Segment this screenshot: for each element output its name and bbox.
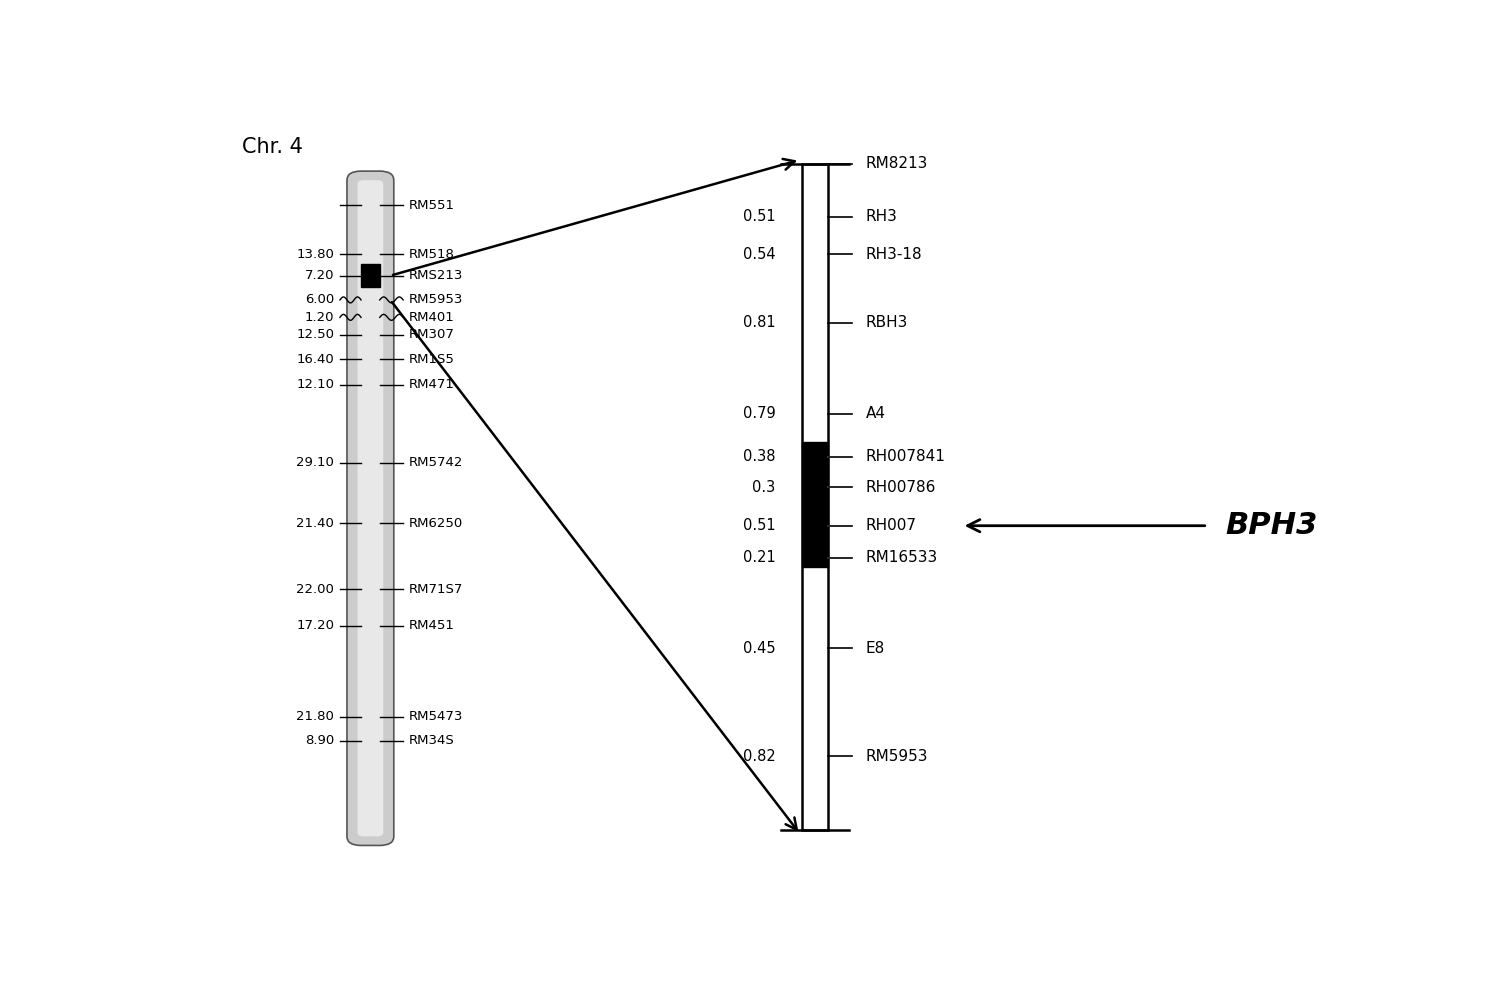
Text: RH007: RH007 [866,519,917,533]
Text: 29.10: 29.10 [296,457,334,469]
Text: 0.54: 0.54 [743,247,775,262]
FancyBboxPatch shape [358,180,384,836]
Text: RH007841: RH007841 [866,450,946,464]
Text: 7.20: 7.20 [305,270,334,282]
Text: RBH3: RBH3 [866,315,908,331]
Text: RM471: RM471 [409,378,455,392]
Text: RH00786: RH00786 [866,479,937,495]
Text: RM16533: RM16533 [866,550,938,565]
Text: RM5473: RM5473 [409,710,464,723]
Text: 0.51: 0.51 [743,519,775,533]
Text: BPH3: BPH3 [1225,512,1318,540]
Text: RM5953: RM5953 [866,749,928,764]
Text: 8.90: 8.90 [305,734,334,748]
Text: RM1S5: RM1S5 [409,352,455,365]
Text: RM307: RM307 [409,329,455,341]
Text: 12.50: 12.50 [296,329,334,341]
Text: RH3: RH3 [866,209,898,224]
Text: RM451: RM451 [409,619,455,633]
Text: 21.80: 21.80 [296,710,334,723]
Text: 16.40: 16.40 [296,352,334,365]
Text: RM401: RM401 [409,311,455,324]
Text: 0.38: 0.38 [743,450,775,464]
Text: A4: A4 [866,406,885,421]
Text: 12.10: 12.10 [296,378,334,392]
Text: 6.00: 6.00 [305,293,334,306]
Text: 0.51: 0.51 [743,209,775,224]
Text: 0.3: 0.3 [752,479,775,495]
Text: Chr. 4: Chr. 4 [242,137,302,157]
Text: RM5742: RM5742 [409,457,464,469]
Text: RM71S7: RM71S7 [409,583,464,596]
Text: 0.81: 0.81 [743,315,775,331]
Text: E8: E8 [866,641,885,656]
Bar [361,265,379,287]
Text: 22.00: 22.00 [296,583,334,596]
Text: 13.80: 13.80 [296,248,334,261]
Text: 17.20: 17.20 [296,619,334,633]
Text: 0.45: 0.45 [743,641,775,656]
Text: RH3-18: RH3-18 [866,247,922,262]
Text: 0.79: 0.79 [743,406,775,421]
Text: 21.40: 21.40 [296,517,334,530]
Text: RMS213: RMS213 [409,270,464,282]
FancyBboxPatch shape [348,171,394,845]
Text: RM5953: RM5953 [409,293,464,306]
Text: RM6250: RM6250 [409,517,464,530]
Text: RM551: RM551 [409,199,455,212]
Text: 0.21: 0.21 [743,550,775,565]
Text: RM8213: RM8213 [866,156,928,171]
Bar [802,163,828,830]
Text: 0.82: 0.82 [743,749,775,764]
Text: 1.20: 1.20 [305,311,334,324]
Text: RM518: RM518 [409,248,455,261]
Bar [802,443,828,567]
Text: RM34S: RM34S [409,734,455,748]
